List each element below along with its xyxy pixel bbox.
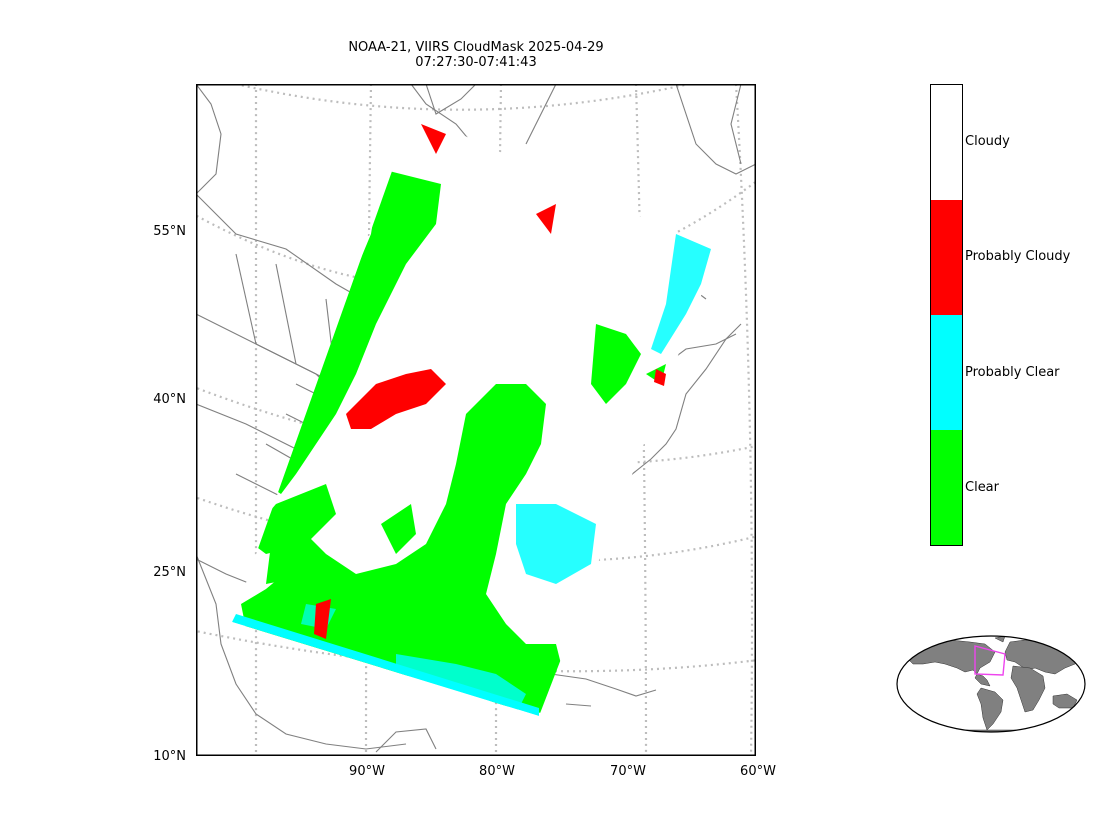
colorbar-segment-cloudy [931, 85, 962, 200]
lon-label-90w: 90°W [349, 764, 385, 779]
colorbar-label-clear: Clear [965, 480, 999, 495]
lon-label-80w: 80°W [479, 764, 515, 779]
colorbar-label-probably-cloudy: Probably Cloudy [965, 249, 1071, 264]
colorbar-label-probably-clear: Probably Clear [965, 365, 1060, 380]
colorbar-label-cloudy: Cloudy [965, 134, 1010, 149]
map-title: NOAA-21, VIIRS CloudMask 2025-04-29 [348, 40, 604, 55]
inset-world-map [896, 635, 1086, 733]
cloudmask-map [196, 84, 756, 756]
map-subtitle-time: 07:27:30-07:41:43 [415, 55, 537, 70]
lat-label-25n: 25°N [153, 565, 186, 580]
lat-label-10n: 10°N [153, 749, 186, 764]
cloudmask-swath [232, 112, 718, 716]
lon-label-70w: 70°W [610, 764, 646, 779]
colorbar-segment-clear [931, 430, 962, 545]
colorbar-segment-probably-clear [931, 315, 962, 430]
lat-label-55n: 55°N [153, 224, 186, 239]
inset-swath-outline [974, 645, 1006, 676]
lat-label-40n: 40°N [153, 392, 186, 407]
lon-label-60w: 60°W [740, 764, 776, 779]
colorbar-segment-probably-cloudy [931, 200, 962, 315]
colorbar [930, 84, 963, 546]
